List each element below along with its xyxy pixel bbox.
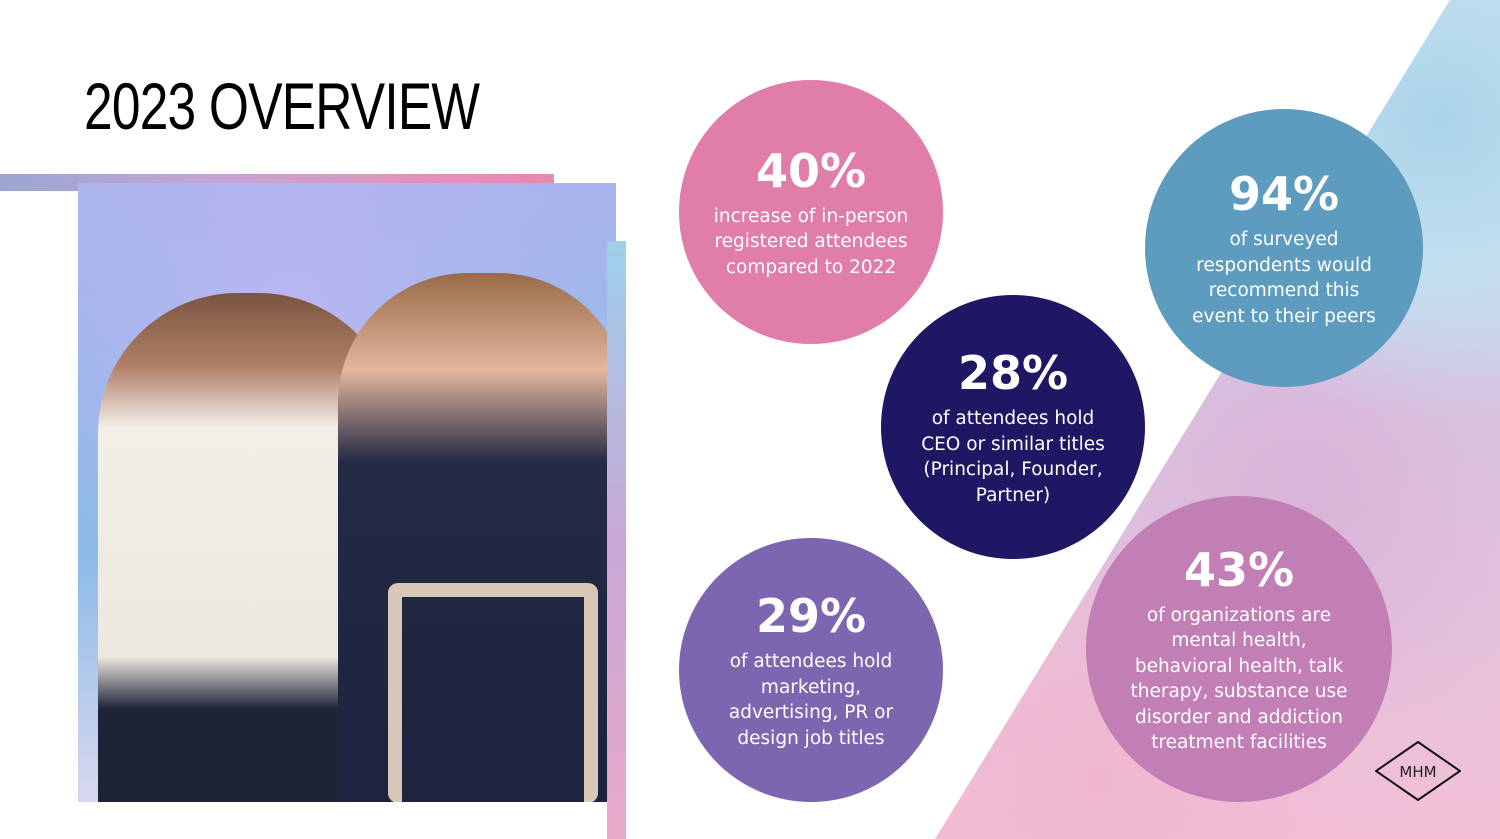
stat-text: of attendees hold marketing, advertising… (728, 651, 894, 749)
speaker-photo (78, 183, 616, 802)
svg-text:MHM: MHM (1399, 763, 1436, 781)
speaker-woman (338, 273, 616, 802)
stat-circle-40: 40% increase of in-person registered att… (679, 80, 943, 344)
decorative-vertical-strip (607, 241, 626, 839)
page-title: 2023 OVERVIEW (84, 69, 480, 143)
chair (388, 583, 598, 802)
stat-value: 94% (1228, 167, 1340, 221)
stat-circle-29: 29% of attendees hold marketing, adverti… (679, 538, 943, 802)
stat-text: of attendees hold CEO or similar titles … (921, 408, 1105, 506)
stat-text: of surveyed respondents would recommend … (1192, 229, 1376, 327)
stat-text: increase of in-person registered attende… (713, 205, 909, 278)
mhm-logo: MHM (1375, 741, 1461, 801)
stat-text: of organizations are mental health, beha… (1130, 604, 1348, 754)
stat-value: 40% (755, 143, 867, 198)
stat-value: 43% (1183, 542, 1295, 597)
stat-value: 29% (755, 589, 867, 643)
stat-circle-28: 28% of attendees hold CEO or similar tit… (881, 295, 1145, 559)
stat-value: 28% (957, 346, 1069, 400)
stat-circle-94: 94% of surveyed respondents would recomm… (1145, 109, 1423, 387)
stat-circle-43: 43% of organizations are mental health, … (1086, 496, 1392, 802)
